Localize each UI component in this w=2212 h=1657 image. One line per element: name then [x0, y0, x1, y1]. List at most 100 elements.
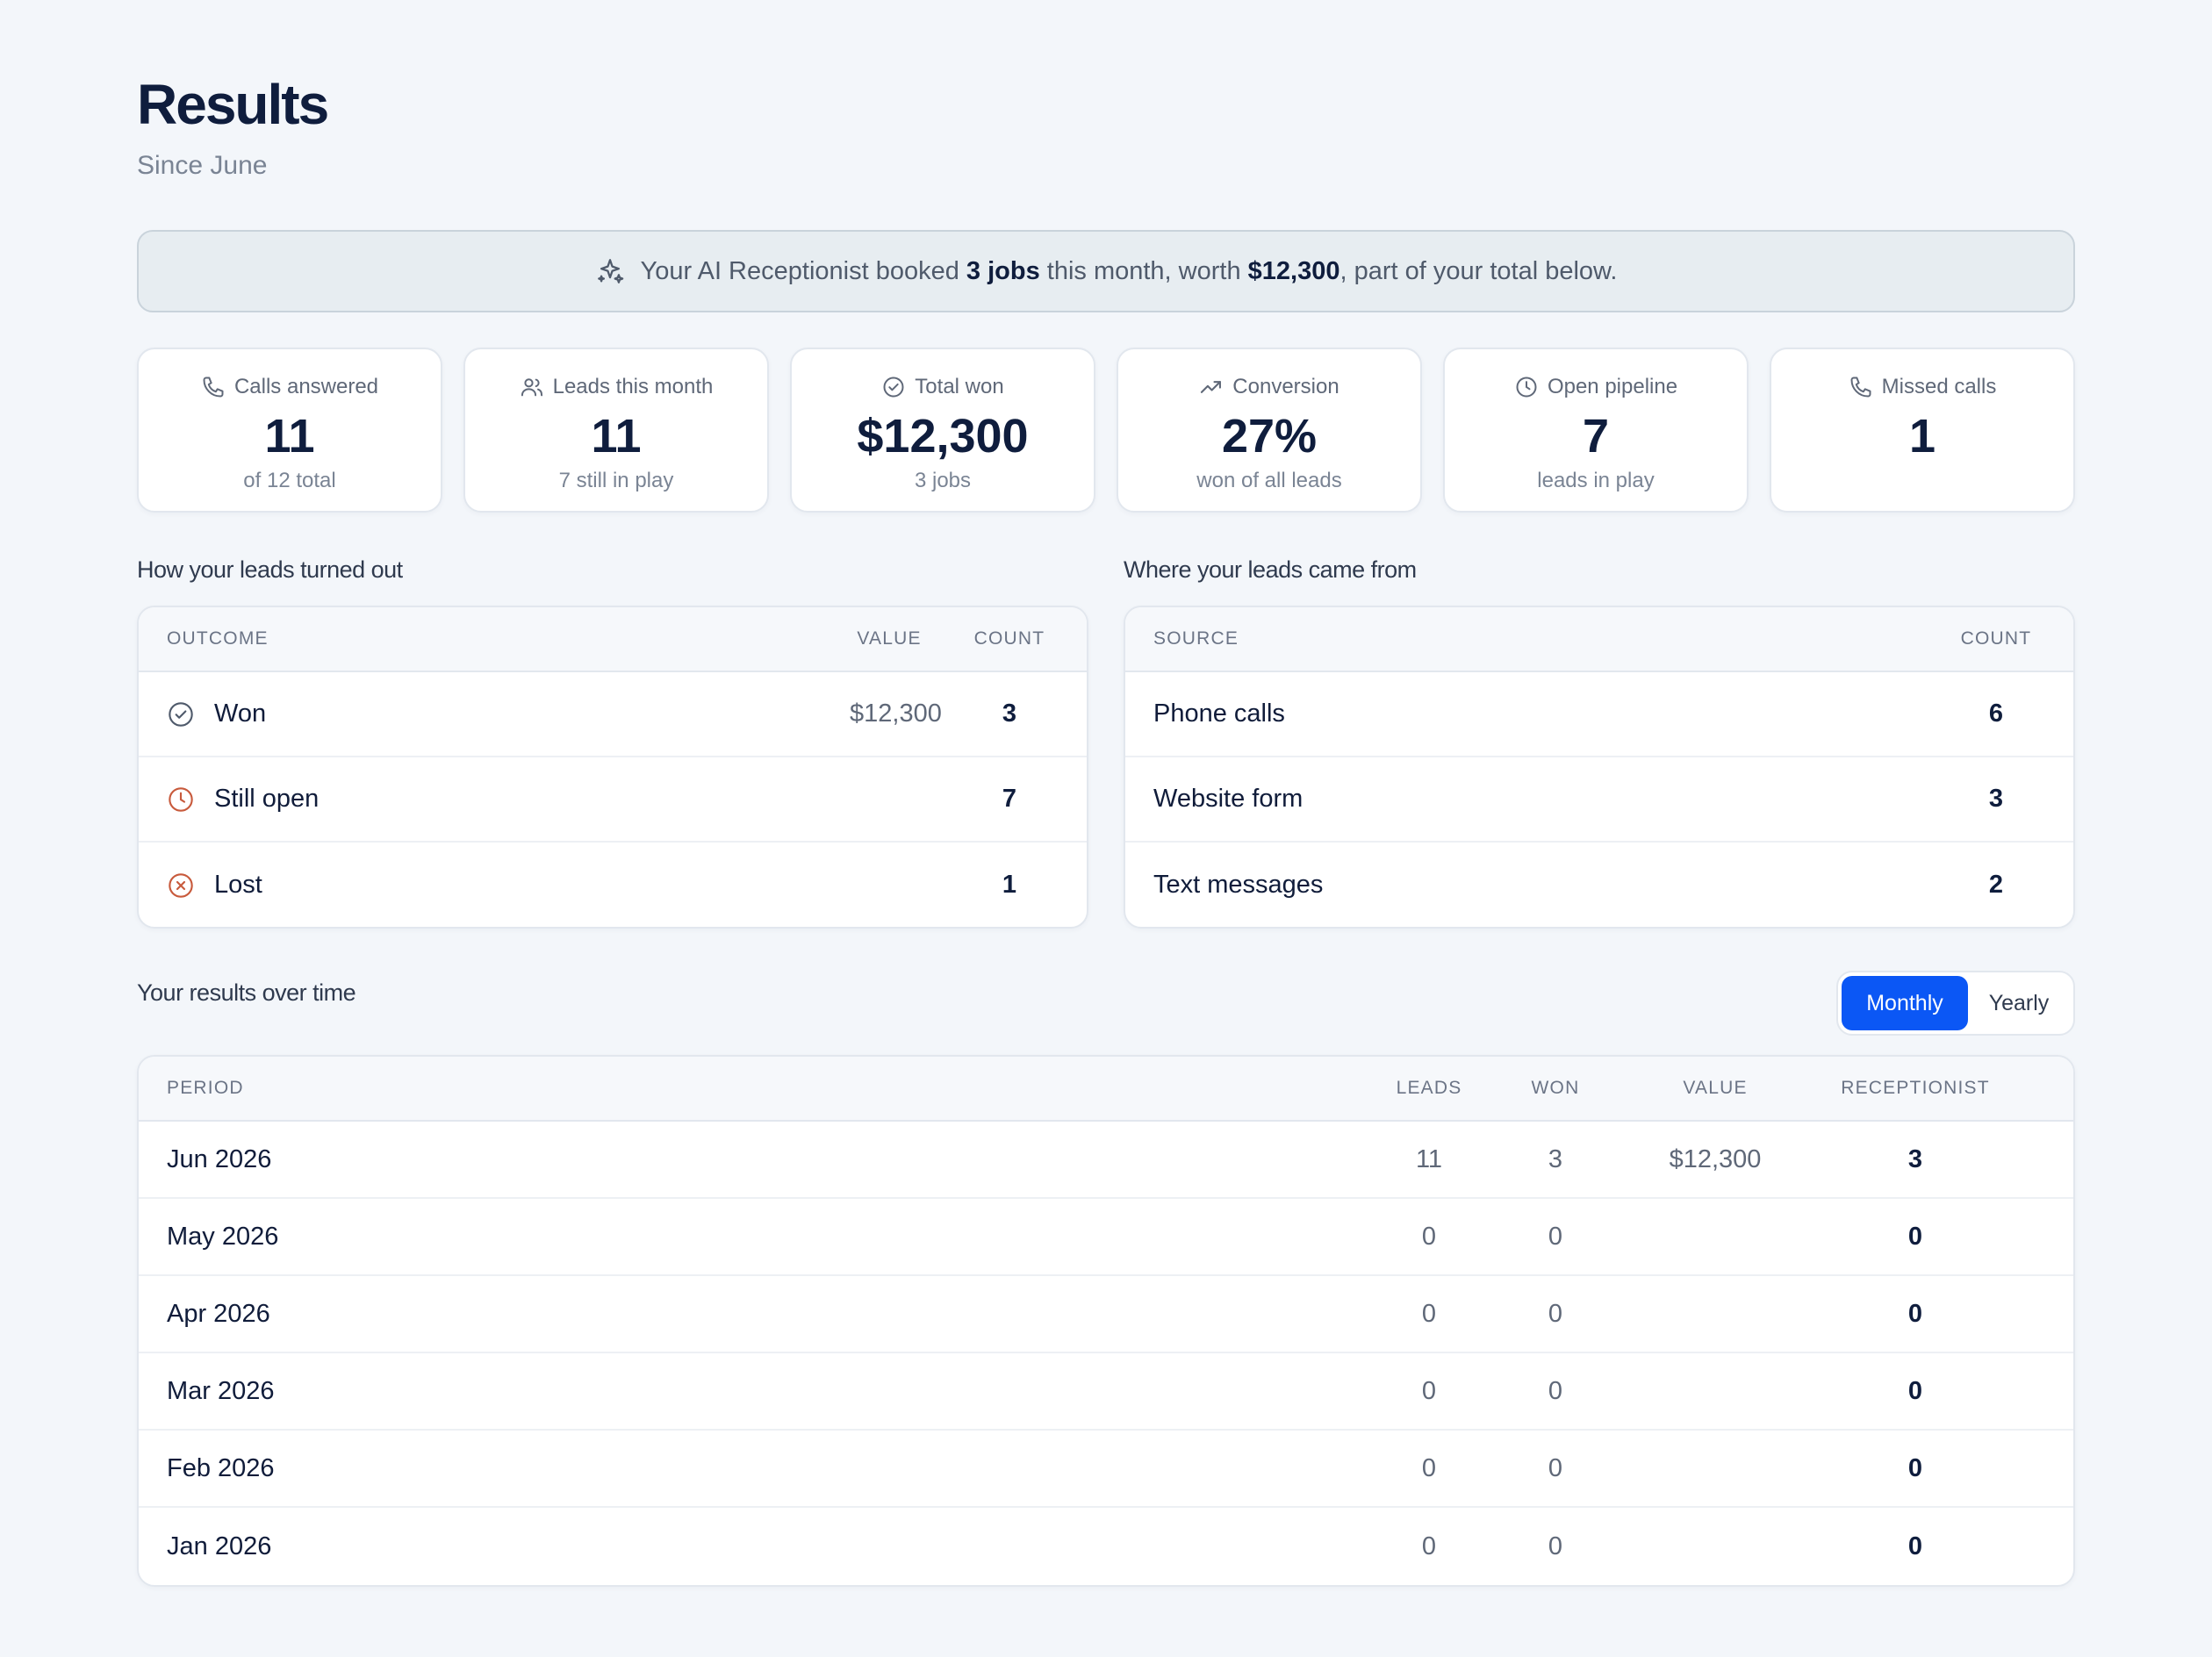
column-header-count: COUNT	[1960, 628, 2032, 649]
outcomes-table-header: OUTCOME VALUE COUNT	[139, 607, 1087, 672]
outcome-label: Lost	[214, 871, 262, 899]
period-won: 0	[1548, 1222, 1563, 1251]
stat-card-total-won: Total won $12,300 3 jobs	[790, 348, 1095, 513]
timeline-table-header: PERIOD LEADS WON VALUE RECEPTIONIST	[139, 1057, 2073, 1122]
stat-label: Total won	[915, 375, 1004, 398]
period-label: Apr 2026	[167, 1299, 270, 1328]
yearly-toggle-button[interactable]: Yearly	[1988, 990, 2050, 1015]
check-circle-icon	[167, 700, 195, 728]
source-count: 6	[1988, 699, 2004, 728]
table-row: Still open 7	[139, 757, 1087, 843]
stat-card-missed-calls: Missed calls 1	[1770, 348, 2075, 513]
stat-sub: 7 still in play	[558, 469, 674, 492]
outcome-count: 3	[1002, 699, 1017, 728]
stat-value: $12,300	[857, 410, 1029, 463]
banner-jobs: 3 jobs	[966, 256, 1040, 285]
period-leads: 0	[1421, 1531, 1437, 1560]
period-label: Feb 2026	[167, 1453, 275, 1482]
page-subtitle: Since June	[137, 151, 268, 180]
stat-sub: 3 jobs	[914, 469, 972, 492]
trending-up-icon	[1199, 375, 1224, 399]
banner-text: Your AI Receptionist booked 3 jobs this …	[640, 256, 1618, 285]
column-header-source: SOURCE	[1153, 628, 1239, 649]
outcomes-section-title: How your leads turned out	[137, 556, 403, 583]
stat-card-conversion: Conversion 27% won of all leads	[1117, 348, 1422, 513]
period-leads: 0	[1421, 1453, 1437, 1482]
source-count: 3	[1988, 785, 2004, 813]
outcomes-table: OUTCOME VALUE COUNT Won $12,300 3 Still …	[137, 606, 1088, 929]
period-receptionist: 0	[1907, 1376, 1923, 1405]
period-won: 0	[1548, 1531, 1563, 1560]
source-count: 2	[1988, 871, 2004, 899]
period-receptionist: 0	[1907, 1531, 1923, 1560]
column-header-value: VALUE	[857, 628, 922, 649]
table-row: Phone calls 6	[1125, 672, 2073, 757]
stat-label: Calls answered	[233, 375, 379, 398]
stat-value: 11	[591, 410, 642, 463]
period-receptionist: 0	[1907, 1222, 1923, 1251]
sources-table-header: SOURCE COUNT	[1125, 607, 2073, 672]
column-header-period: PERIOD	[167, 1078, 244, 1098]
stat-label: Conversion	[1232, 375, 1339, 398]
timeline-table: PERIOD LEADS WON VALUE RECEPTIONIST Jun …	[137, 1055, 2075, 1587]
column-header-outcome: OUTCOME	[167, 628, 269, 649]
column-header-won: WON	[1531, 1078, 1580, 1098]
monthly-toggle-button[interactable]: Monthly	[1842, 976, 1968, 1030]
period-won: 3	[1548, 1144, 1563, 1173]
banner-amount: $12,300	[1247, 256, 1340, 285]
sparkle-icon	[595, 256, 625, 286]
x-circle-icon	[167, 872, 195, 900]
table-row: Text messages 2	[1125, 843, 2073, 927]
stat-value: 1	[1908, 410, 1936, 463]
stats-row: Calls answered 11 of 12 total Leads this…	[137, 348, 2075, 513]
table-row: Won $12,300 3	[139, 672, 1087, 757]
stat-label: Leads this month	[552, 375, 714, 398]
phone-icon	[201, 375, 226, 399]
source-label: Phone calls	[1153, 699, 1285, 728]
table-row: Feb 2026 0 0 0	[139, 1431, 2073, 1508]
column-header-value: VALUE	[1683, 1078, 1748, 1098]
period-label: Mar 2026	[167, 1376, 275, 1405]
column-header-leads: LEADS	[1396, 1078, 1462, 1098]
users-icon	[520, 375, 544, 399]
timeline-section-title: Your results over time	[137, 979, 356, 1006]
source-label: Text messages	[1153, 871, 1324, 899]
sources-table: SOURCE COUNT Phone calls 6 Website form …	[1124, 606, 2075, 929]
period-toggle: Monthly Yearly	[1836, 971, 2075, 1036]
stat-sub: leads in play	[1537, 469, 1655, 492]
period-label: May 2026	[167, 1222, 279, 1251]
stat-value: 27%	[1221, 410, 1318, 463]
source-label: Website form	[1153, 785, 1304, 813]
table-row: Apr 2026 0 0 0	[139, 1276, 2073, 1353]
table-row: Mar 2026 0 0 0	[139, 1353, 2073, 1431]
outcome-count: 7	[1002, 785, 1017, 813]
outcome-value: $12,300	[850, 699, 942, 728]
period-won: 0	[1548, 1299, 1563, 1328]
column-header-receptionist: RECEPTIONIST	[1841, 1078, 1990, 1098]
phone-icon	[1849, 375, 1873, 399]
stat-value: 7	[1582, 410, 1610, 463]
table-row: Lost 1	[139, 843, 1087, 927]
column-header-count: COUNT	[973, 628, 1045, 649]
check-circle-icon	[881, 375, 906, 399]
period-label: Jun 2026	[167, 1144, 272, 1173]
outcome-label: Still open	[214, 785, 320, 813]
page-title: Results	[137, 73, 329, 136]
period-leads: 0	[1421, 1222, 1437, 1251]
stat-label: Open pipeline	[1547, 375, 1678, 398]
period-leads: 11	[1415, 1144, 1443, 1173]
period-receptionist: 0	[1907, 1453, 1923, 1482]
outcome-label: Won	[214, 699, 267, 728]
period-label: Jan 2026	[167, 1531, 272, 1560]
stat-sub: won of all leads	[1196, 469, 1342, 492]
period-value: $12,300	[1669, 1144, 1762, 1173]
table-row: May 2026 0 0 0	[139, 1199, 2073, 1276]
table-row: Jun 2026 11 3 $12,300 3	[139, 1122, 2073, 1199]
stat-card-calls-answered: Calls answered 11 of 12 total	[137, 348, 442, 513]
clock-icon	[167, 785, 195, 814]
clock-icon	[1514, 375, 1539, 399]
period-leads: 0	[1421, 1299, 1437, 1328]
stat-value: 11	[264, 410, 315, 463]
outcome-count: 1	[1002, 871, 1017, 899]
period-receptionist: 0	[1907, 1299, 1923, 1328]
